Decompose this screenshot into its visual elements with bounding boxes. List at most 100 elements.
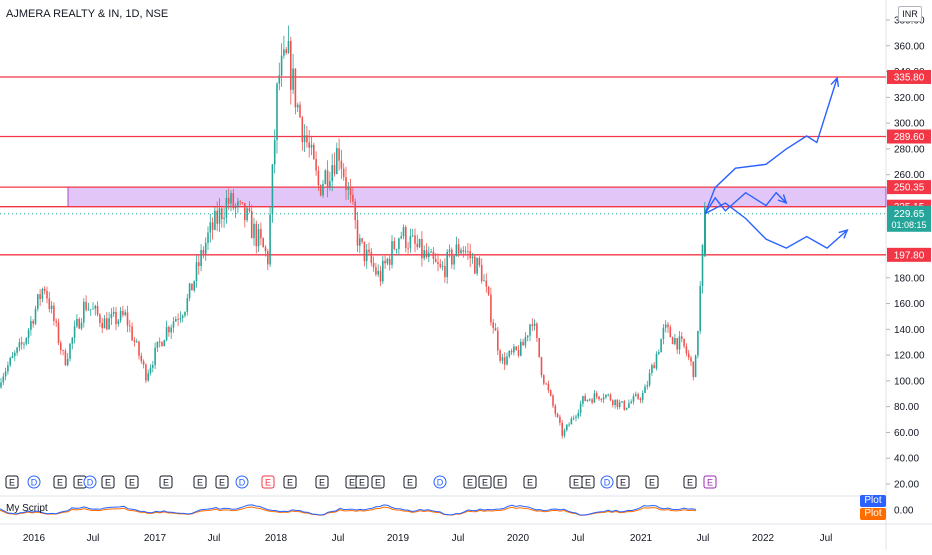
candle-body: [556, 413, 559, 417]
candle-body: [651, 365, 653, 373]
earnings-marker[interactable]: E: [53, 475, 67, 489]
candle-body: [106, 318, 108, 330]
candle-body: [384, 260, 386, 264]
candle-body: [363, 241, 366, 262]
dividend-marker[interactable]: D: [235, 475, 249, 489]
earnings-marker[interactable]: E: [315, 475, 329, 489]
earnings-marker[interactable]: E: [703, 475, 717, 489]
candle-body: [202, 249, 205, 254]
earnings-marker-shape: [159, 475, 173, 489]
dividend-marker[interactable]: D: [600, 475, 614, 489]
candle-body: [23, 343, 25, 345]
candle-body: [508, 350, 511, 357]
earnings-marker[interactable]: E: [371, 475, 385, 489]
candle-body: [467, 251, 469, 253]
candle-body: [455, 244, 458, 256]
earnings-marker-shape: [523, 475, 537, 489]
candle-body: [112, 311, 115, 314]
candle-body: [287, 41, 290, 53]
candle-body: [439, 264, 442, 267]
candle-body: [402, 227, 405, 237]
earnings-marker[interactable]: E: [101, 475, 115, 489]
time-axis-label: 2020: [507, 533, 530, 544]
earnings-marker[interactable]: E: [478, 475, 492, 489]
earnings-marker[interactable]: E: [355, 475, 369, 489]
candle-body: [464, 251, 467, 253]
candle-body: [432, 251, 435, 259]
price-tick-label: 120.00: [894, 351, 925, 362]
earnings-marker[interactable]: E: [616, 475, 630, 489]
event-marker-letter: E: [349, 478, 355, 488]
candle-body: [683, 338, 685, 347]
candle-body: [60, 342, 62, 351]
candle-body: [331, 165, 333, 182]
candle-body: [533, 323, 536, 327]
candle-body: [53, 305, 55, 321]
earnings-marker[interactable]: E: [125, 475, 139, 489]
candle-body: [273, 139, 276, 165]
time-axis-label: 2022: [752, 533, 775, 544]
candle-body: [485, 280, 488, 287]
earnings-marker[interactable]: E: [261, 475, 275, 489]
candle-body: [264, 247, 267, 252]
earnings-marker[interactable]: E: [215, 475, 229, 489]
earnings-marker-shape: [355, 475, 369, 489]
earnings-marker[interactable]: E: [569, 475, 583, 489]
candle-body: [614, 399, 616, 405]
candle-body: [568, 424, 570, 426]
candle-body: [76, 318, 78, 327]
candle-body: [71, 337, 74, 344]
event-marker-letter: E: [687, 478, 693, 488]
earnings-marker[interactable]: E: [523, 475, 537, 489]
candle-body: [306, 135, 308, 143]
candle-body: [425, 250, 428, 258]
time-axis-label: Jul: [452, 533, 465, 544]
earnings-marker[interactable]: E: [645, 475, 659, 489]
candle-body: [421, 239, 423, 259]
earnings-marker[interactable]: E: [463, 475, 477, 489]
candle-body: [499, 350, 501, 361]
earnings-marker[interactable]: E: [5, 475, 19, 489]
candle-body: [108, 318, 110, 330]
candle-body: [227, 197, 230, 204]
candle-body: [329, 181, 331, 187]
currency-badge[interactable]: INR: [898, 6, 922, 22]
candle-body: [27, 329, 30, 338]
candle-body: [368, 249, 370, 253]
candle-body: [692, 361, 695, 378]
earnings-marker[interactable]: E: [581, 475, 595, 489]
earnings-marker-shape: [125, 475, 139, 489]
candle-body: [317, 170, 320, 186]
projection-arrowhead: [777, 194, 788, 205]
earnings-marker[interactable]: E: [159, 475, 173, 489]
candle-body: [630, 401, 632, 404]
candle-body: [135, 341, 138, 343]
earnings-marker[interactable]: E: [403, 475, 417, 489]
indicator-name[interactable]: My Script: [6, 503, 48, 514]
dividend-marker[interactable]: D: [27, 475, 41, 489]
candle-body: [9, 357, 11, 366]
candle-body: [315, 159, 317, 171]
time-axis-label: Jul: [697, 533, 710, 544]
candle-body: [462, 250, 465, 252]
event-marker-letter: E: [319, 478, 325, 488]
candle-body: [398, 238, 400, 250]
earnings-marker[interactable]: E: [283, 475, 297, 489]
candle-body: [605, 394, 607, 398]
dividend-marker[interactable]: D: [433, 475, 447, 489]
earnings-marker[interactable]: E: [193, 475, 207, 489]
candle-body: [446, 251, 448, 278]
earnings-marker-shape: [463, 475, 477, 489]
candle-body: [434, 258, 437, 263]
candle-body: [409, 236, 412, 249]
candle-body: [193, 281, 195, 291]
candle-body: [92, 308, 94, 310]
dividend-marker[interactable]: D: [83, 475, 97, 489]
earnings-marker[interactable]: E: [493, 475, 507, 489]
candle-body: [418, 239, 421, 248]
candle-body: [20, 342, 23, 345]
candle-body: [478, 257, 481, 266]
earnings-marker[interactable]: E: [683, 475, 697, 489]
